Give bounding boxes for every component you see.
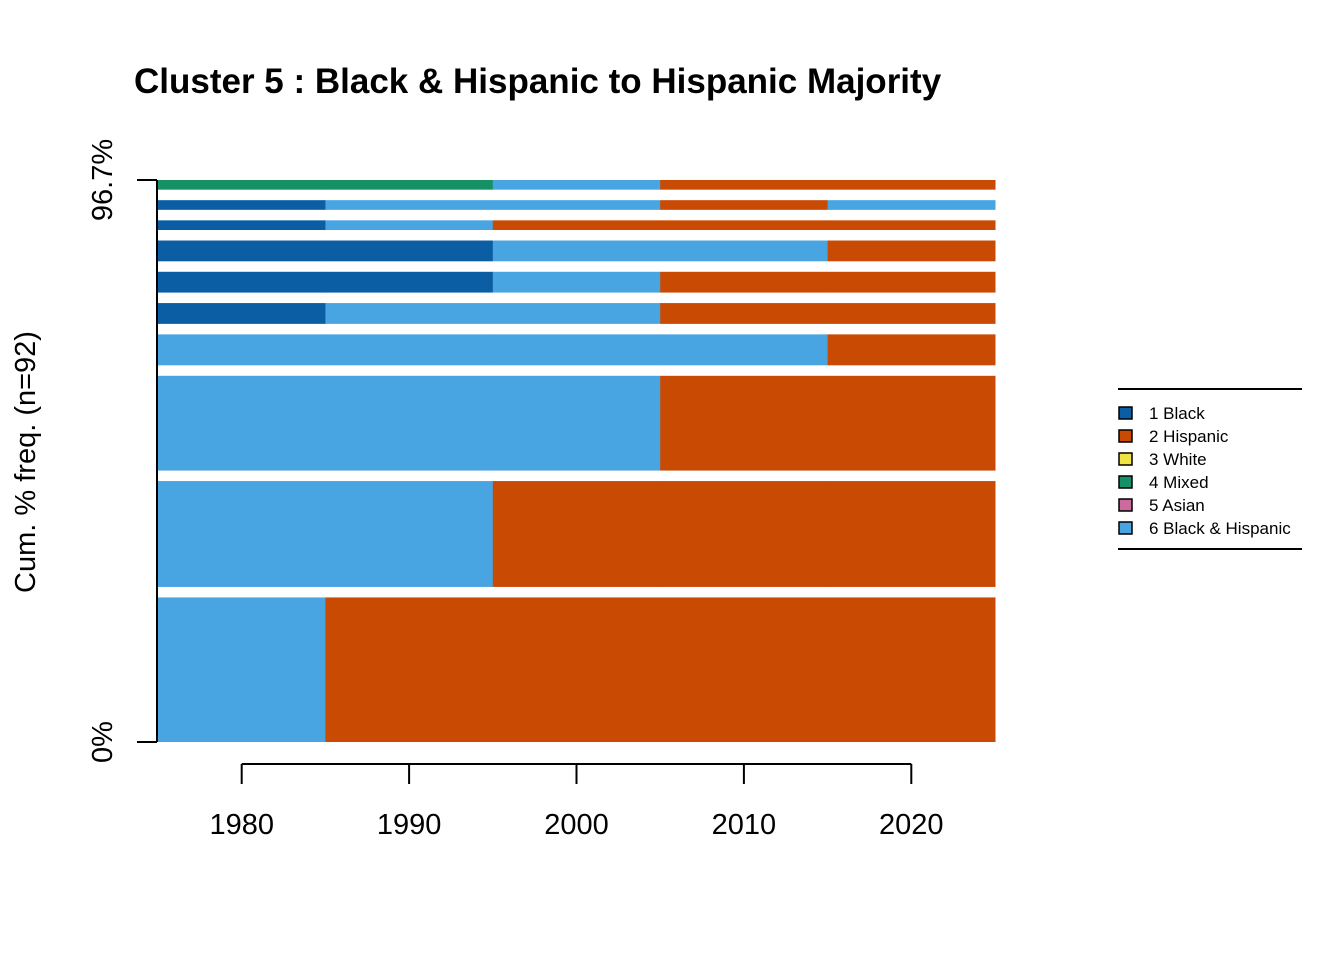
sequence-segment xyxy=(827,240,996,262)
sequence-segment xyxy=(660,375,829,471)
legend-item: 5 Asian xyxy=(1118,496,1205,515)
sequence-segment xyxy=(492,180,661,190)
legend-item: 2 Hispanic xyxy=(1118,427,1229,446)
y-axis: 0% 96.7% xyxy=(87,139,158,763)
chart-title: Cluster 5 : Black & Hispanic to Hispanic… xyxy=(134,62,942,101)
sequence-segment xyxy=(158,481,326,587)
sequence-segment xyxy=(492,303,661,324)
x-axis: 1980 1990 2000 2010 2020 xyxy=(209,763,944,841)
legend-item: 4 Mixed xyxy=(1118,473,1209,492)
sequence-row xyxy=(158,240,996,262)
sequence-segment xyxy=(158,220,326,231)
sequence-segment xyxy=(492,375,661,471)
sequence-segment xyxy=(492,481,661,587)
legend-swatch xyxy=(1118,498,1133,512)
legend-swatch xyxy=(1118,429,1133,443)
sequence-segment xyxy=(325,220,494,231)
sequence-segment xyxy=(827,334,996,366)
sequence-segment xyxy=(158,180,326,190)
sequence-segment xyxy=(660,303,829,324)
sequence-segment xyxy=(660,481,829,587)
legend-label: 4 Mixed xyxy=(1149,473,1209,492)
sequence-segment xyxy=(660,271,829,293)
x-tick-label: 1990 xyxy=(377,809,442,841)
sequence-row xyxy=(158,303,996,324)
sequence-segment xyxy=(660,240,829,262)
sequence-segment xyxy=(492,334,661,366)
sequence-segment xyxy=(827,481,996,587)
x-tick-label: 2000 xyxy=(544,809,609,841)
legend-label: 2 Hispanic xyxy=(1149,427,1229,446)
sequence-segment xyxy=(325,180,494,190)
y-tick-label: 0% xyxy=(87,721,119,763)
legend-item: 6 Black & Hispanic xyxy=(1118,519,1291,538)
sequence-segment xyxy=(325,271,494,293)
legend-label: 5 Asian xyxy=(1149,496,1205,515)
sequence-segment xyxy=(158,200,326,210)
sequence-segment xyxy=(827,303,996,324)
legend-label: 3 White xyxy=(1149,450,1207,469)
legend-item: 3 White xyxy=(1118,450,1207,469)
sequence-segment xyxy=(158,375,326,471)
sequence-segment xyxy=(325,334,494,366)
sequence-segment xyxy=(660,220,829,231)
legend-swatch xyxy=(1118,475,1133,489)
legend-item: 1 Black xyxy=(1118,404,1205,423)
sequence-row xyxy=(158,375,996,471)
sequence-segment xyxy=(492,240,661,262)
sequence-row xyxy=(158,220,996,231)
sequence-segment xyxy=(325,240,494,262)
sequence-segment xyxy=(827,180,996,190)
sequence-segment xyxy=(158,303,326,324)
sequence-segment xyxy=(325,200,494,210)
sequence-segment xyxy=(492,597,661,742)
sequence-segment xyxy=(660,180,829,190)
sequence-segment xyxy=(827,271,996,293)
sequence-segment xyxy=(158,334,326,366)
sequence-row xyxy=(158,180,996,190)
sequence-segment xyxy=(492,271,661,293)
sequence-segment xyxy=(827,220,996,231)
sequence-row xyxy=(158,334,996,366)
sequence-segment xyxy=(158,597,326,742)
legend-swatch xyxy=(1118,452,1133,466)
legend-swatch xyxy=(1118,406,1133,420)
y-axis-label: Cum. % freq. (n=92) xyxy=(10,331,42,593)
sequence-segment xyxy=(158,271,326,293)
sequence-segment xyxy=(660,200,829,210)
sequence-segment xyxy=(827,597,996,742)
sequence-row xyxy=(158,271,996,293)
sequence-segment xyxy=(492,200,661,210)
legend-swatch xyxy=(1118,521,1133,535)
sequence-segment xyxy=(827,375,996,471)
sequence-row xyxy=(158,200,996,210)
sequence-bars xyxy=(158,180,996,742)
x-tick-label: 1980 xyxy=(209,809,274,841)
x-tick-label: 2020 xyxy=(879,809,944,841)
legend-label: 6 Black & Hispanic xyxy=(1149,519,1291,538)
sequence-segment xyxy=(325,375,494,471)
legend-label: 1 Black xyxy=(1149,404,1205,423)
sequence-segment xyxy=(492,220,661,231)
sequence-segment xyxy=(827,200,996,210)
sequence-segment xyxy=(660,334,829,366)
x-tick-label: 2010 xyxy=(712,809,777,841)
sequence-segment xyxy=(325,597,494,742)
sequence-segment xyxy=(660,597,829,742)
sequence-segment xyxy=(158,240,326,262)
sequence-segment xyxy=(325,481,494,587)
sequence-segment xyxy=(325,303,494,324)
y-tick-label: 96.7% xyxy=(87,139,119,221)
sequence-row xyxy=(158,481,996,587)
sequence-row xyxy=(158,597,996,742)
legend: 1 Black 2 Hispanic 3 White 4 Mixed 5 Asian 6 … xyxy=(1118,388,1302,550)
